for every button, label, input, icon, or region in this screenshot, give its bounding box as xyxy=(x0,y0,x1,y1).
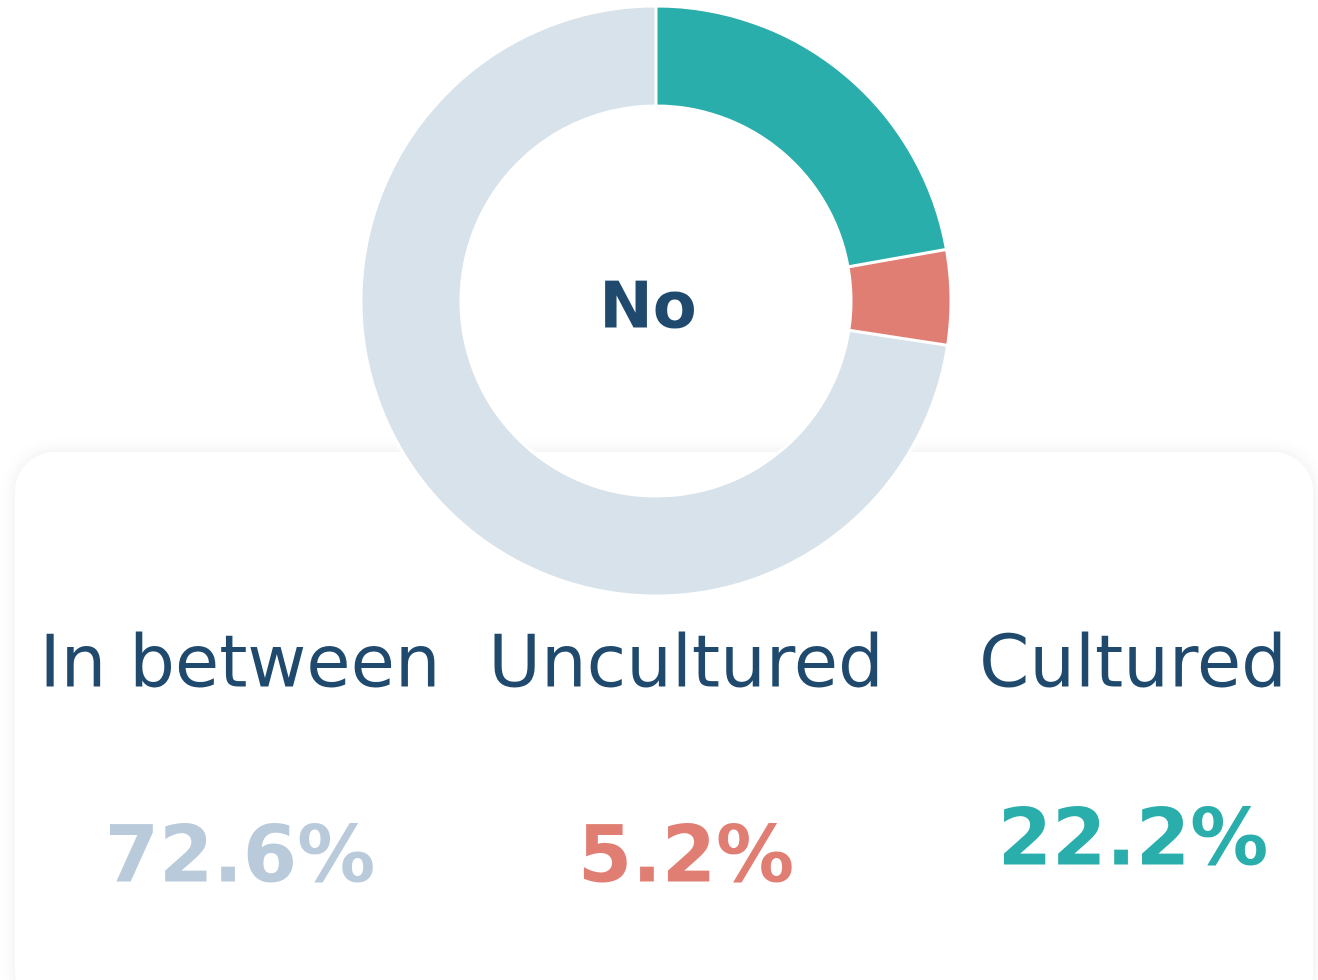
slice xyxy=(359,4,950,598)
center-label: No xyxy=(599,270,697,344)
legend-label: Cultured xyxy=(979,620,1287,704)
value-label: 72.6% xyxy=(105,810,376,900)
value-label: 22.2% xyxy=(998,793,1269,883)
value-label: 5.2% xyxy=(578,810,794,900)
legend: In between 72.6% Uncultured 5.2% Cultured 22.… xyxy=(39,620,1286,901)
legend-label: Uncultured xyxy=(488,620,883,704)
legend-label: In between xyxy=(39,620,440,704)
slice xyxy=(654,4,949,269)
donut xyxy=(359,4,953,598)
card xyxy=(15,452,1313,980)
